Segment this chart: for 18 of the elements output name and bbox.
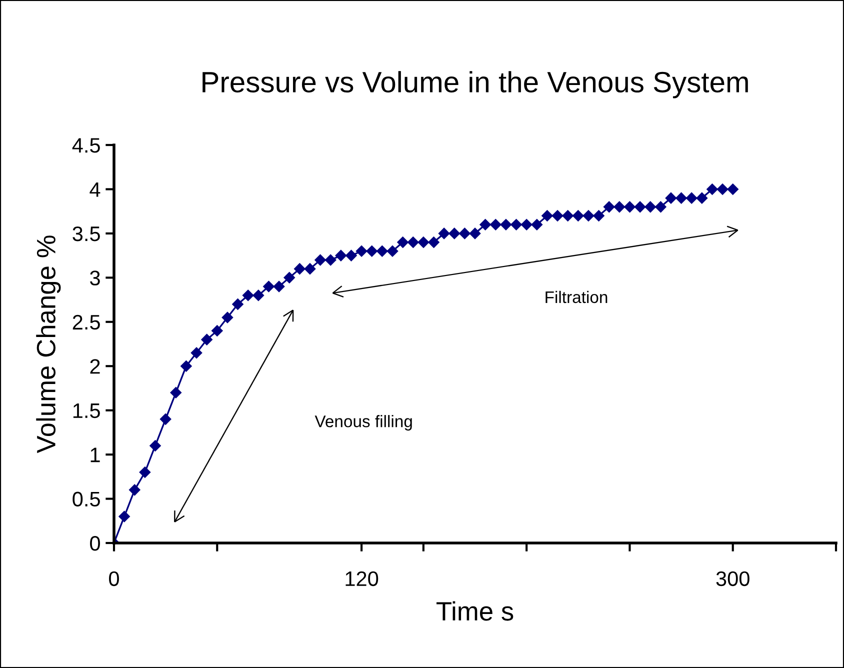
y-tick-label: 2: [90, 359, 100, 374]
y-tick-label: 0.5: [72, 492, 100, 507]
y-tick-label: 0: [90, 536, 100, 551]
y-tick-label: 4.5: [72, 138, 100, 153]
y-axis-title: Volume Change %: [36, 236, 61, 454]
chart-title: Pressure vs Volume in the Venous System: [202, 71, 748, 98]
annotation: Filtration: [546, 290, 608, 304]
y-tick-label: 1: [90, 448, 100, 462]
y-tick-label: 2.5: [72, 314, 100, 330]
x-tick-label: 120: [346, 571, 378, 586]
y-tick-label: 3: [90, 270, 100, 286]
annotation: Venous filling: [314, 415, 412, 431]
y-tick-label: 1.5: [73, 404, 100, 418]
y-tick-label: 4: [90, 182, 100, 197]
x-tick-label: 300: [716, 571, 750, 586]
y-tick-label: 3.5: [72, 226, 100, 242]
x-axis-title: Time s: [436, 601, 514, 621]
x-tick-label: 0: [109, 571, 119, 586]
